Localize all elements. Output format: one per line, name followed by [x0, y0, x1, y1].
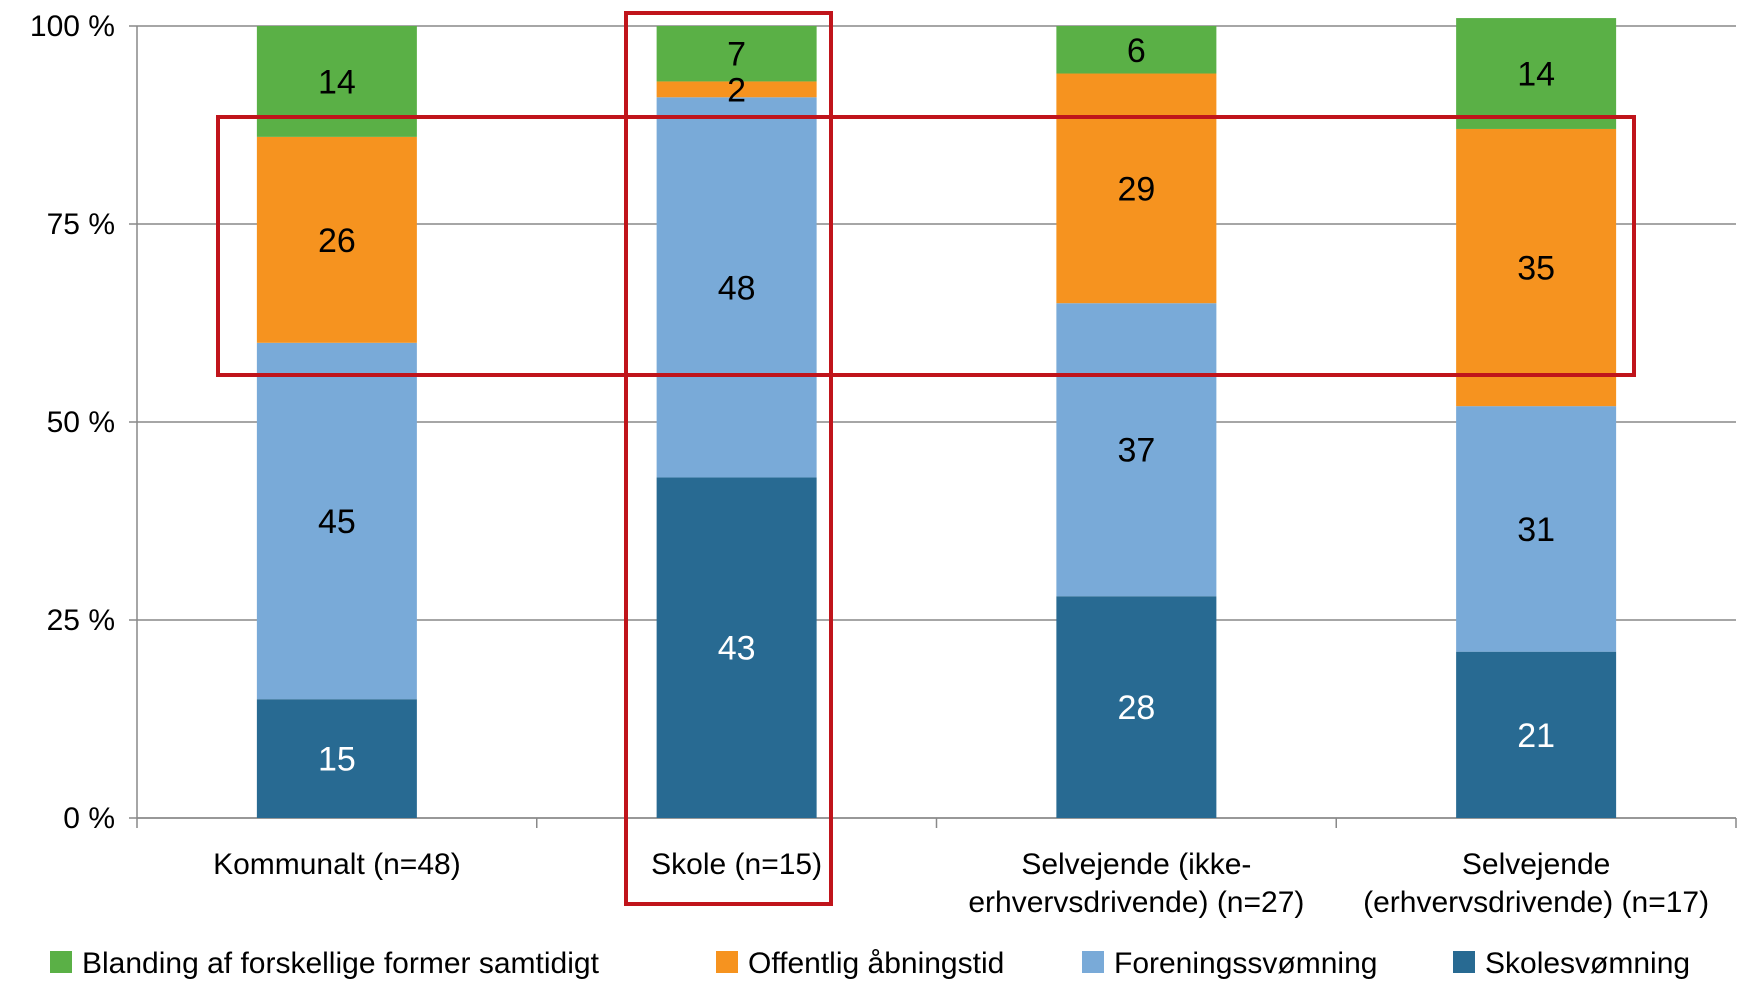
legend-label: Foreningssvømning	[1114, 947, 1377, 980]
bar-segment	[256, 342, 417, 700]
legend-label: Skolesvømning	[1485, 947, 1690, 980]
x-category-label: Skole (n=15)	[651, 848, 822, 881]
data-label: 26	[318, 222, 356, 260]
highlight-box-column	[624, 11, 833, 906]
y-tick-label: 50 %	[47, 406, 115, 439]
highlight-box-band	[216, 115, 1636, 377]
highlight-boxes	[216, 11, 1636, 906]
x-axis: Kommunalt (n=48) Skole (n=15) Selvejende (…	[136, 817, 1737, 919]
bar-segment	[1456, 128, 1617, 407]
bar-segment	[1456, 18, 1617, 129]
data-label: 21	[1517, 717, 1555, 755]
y-axis: 0 % 25 % 50 % 75 % 100 %	[30, 10, 138, 835]
legend-swatch	[1453, 951, 1475, 973]
data-label: 14	[318, 63, 356, 101]
bar-segment	[1456, 651, 1617, 818]
x-category-label-line: (erhvervsdrivende) (n=17)	[1363, 886, 1709, 919]
x-category-label-line: Selvejende	[1462, 848, 1610, 881]
legend: Blanding af forskellige former samtidigt…	[50, 947, 1690, 980]
data-label: 15	[318, 741, 356, 779]
legend-swatch	[716, 951, 738, 973]
bar-segment	[1056, 73, 1217, 304]
bar-segment	[656, 97, 817, 478]
data-label: 2	[727, 71, 746, 109]
bar-segment	[656, 81, 817, 98]
bar-segment	[656, 26, 817, 82]
x-category-label-line: erhvervsdrivende) (n=27)	[968, 886, 1304, 919]
legend-swatch	[50, 951, 72, 973]
bar-segment	[656, 477, 817, 818]
bar-segment	[1056, 303, 1217, 597]
y-tick-label: 75 %	[47, 208, 115, 241]
data-label: 28	[1117, 689, 1155, 727]
data-label: 14	[1517, 56, 1555, 94]
bar-segment	[256, 136, 417, 343]
data-label: 43	[718, 630, 756, 668]
legend-label: Offentlig åbningstid	[748, 947, 1004, 980]
data-label: 29	[1117, 170, 1155, 208]
bar-segment	[256, 699, 417, 818]
x-category-label-line: Selvejende (ikke-	[1021, 848, 1251, 881]
x-category-label-line: Skole (n=15)	[651, 848, 822, 881]
bar-segment	[1056, 596, 1217, 818]
bar-segment	[1456, 406, 1617, 652]
x-category-label-line: Kommunalt (n=48)	[213, 848, 461, 881]
x-category-label: Selvejende (ikke-erhvervsdrivende) (n=27…	[968, 848, 1304, 919]
y-tick-label: 25 %	[47, 604, 115, 637]
data-label: 31	[1517, 511, 1555, 549]
data-label: 37	[1117, 432, 1155, 470]
legend-swatch	[1082, 951, 1104, 973]
data-label: 35	[1517, 250, 1555, 288]
data-label: 6	[1127, 32, 1146, 70]
data-label: 48	[718, 269, 756, 307]
x-category-label: Selvejende (erhvervsdrivende) (n=17)	[1363, 848, 1709, 919]
bar-segment	[1056, 26, 1217, 74]
x-category-label: Kommunalt (n=48)	[213, 848, 461, 881]
legend-label: Blanding af forskellige former samtidigt	[82, 947, 600, 980]
bars	[256, 18, 1617, 818]
data-label: 7	[727, 36, 746, 74]
y-tick-label: 0 %	[63, 802, 115, 835]
data-labels: 15 45 26 14 43 48 27 28 37 29 6 21 31 35 14	[318, 32, 1555, 779]
data-label: 45	[318, 503, 356, 541]
y-tick-label: 100 %	[30, 10, 115, 43]
